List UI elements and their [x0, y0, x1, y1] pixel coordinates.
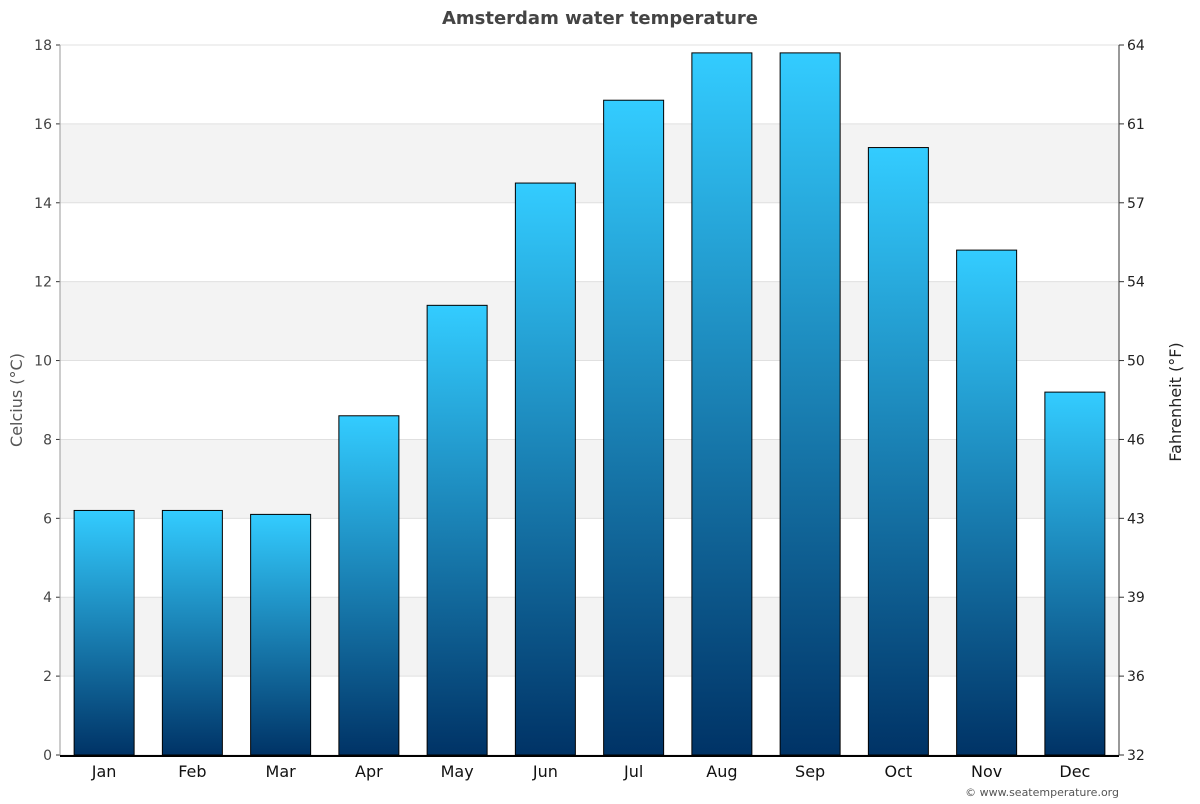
x-tick-label: Feb — [178, 762, 206, 781]
y2-tick-label: 46 — [1127, 432, 1145, 448]
y2-tick-label: 57 — [1127, 196, 1145, 212]
y2-axis-label: Fahrenheit (°F) — [1166, 342, 1185, 461]
y2-tick-label: 39 — [1127, 590, 1145, 606]
credit: © www.seatemperature.org — [965, 786, 1119, 799]
y2-tick-label: 61 — [1127, 117, 1145, 133]
x-tick-label: Sep — [795, 762, 825, 781]
bar-apr — [338, 415, 400, 756]
y-tick-label: 8 — [43, 432, 52, 448]
y-tick-label: 18 — [34, 38, 52, 54]
y-tick-label: 0 — [43, 748, 52, 764]
x-tick-label: Jul — [623, 762, 643, 781]
y-tick-label: 12 — [34, 275, 52, 291]
bar-feb — [161, 509, 223, 756]
y-axis-label: Celcius (°C) — [7, 353, 26, 447]
y-tick-label: 10 — [34, 354, 52, 370]
y2-tick-label: 50 — [1127, 354, 1145, 370]
x-tick-label: Oct — [885, 762, 913, 781]
bar-jun — [514, 182, 576, 756]
bar-aug — [691, 52, 753, 756]
bar-jul — [603, 99, 665, 756]
grid-band — [60, 597, 1119, 677]
bar-mar — [250, 513, 312, 756]
y2-tick-label: 36 — [1127, 669, 1145, 685]
bar-may — [426, 304, 488, 756]
y2-tick-label: 64 — [1127, 38, 1145, 54]
y-tick-label: 16 — [34, 117, 52, 133]
x-tick-label: Jun — [532, 762, 558, 781]
bar-oct — [867, 147, 929, 756]
x-tick-label: Apr — [355, 762, 383, 781]
x-tick-label: Nov — [971, 762, 1002, 781]
grid-band — [60, 123, 1119, 203]
bar-nov — [956, 249, 1018, 756]
x-tick-label: Dec — [1059, 762, 1090, 781]
grid-band — [60, 281, 1119, 361]
y2-tick-label: 43 — [1127, 511, 1145, 527]
x-tick-label: Aug — [706, 762, 737, 781]
y-tick-label: 2 — [43, 669, 52, 685]
x-tick-label: Mar — [266, 762, 297, 781]
y-tick-label: 6 — [43, 511, 52, 527]
bar-jan — [73, 509, 135, 756]
y-tick-label: 4 — [43, 590, 52, 606]
y2-tick-label: 54 — [1127, 275, 1145, 291]
bar-sep — [779, 52, 841, 756]
y-tick-label: 14 — [34, 196, 52, 212]
bar-dec — [1044, 391, 1106, 756]
chart-title: Amsterdam water temperature — [442, 8, 758, 29]
x-tick-label: May — [441, 762, 474, 781]
grid-band — [60, 439, 1119, 519]
y2-tick-label: 32 — [1127, 748, 1145, 764]
x-tick-label: Jan — [91, 762, 117, 781]
